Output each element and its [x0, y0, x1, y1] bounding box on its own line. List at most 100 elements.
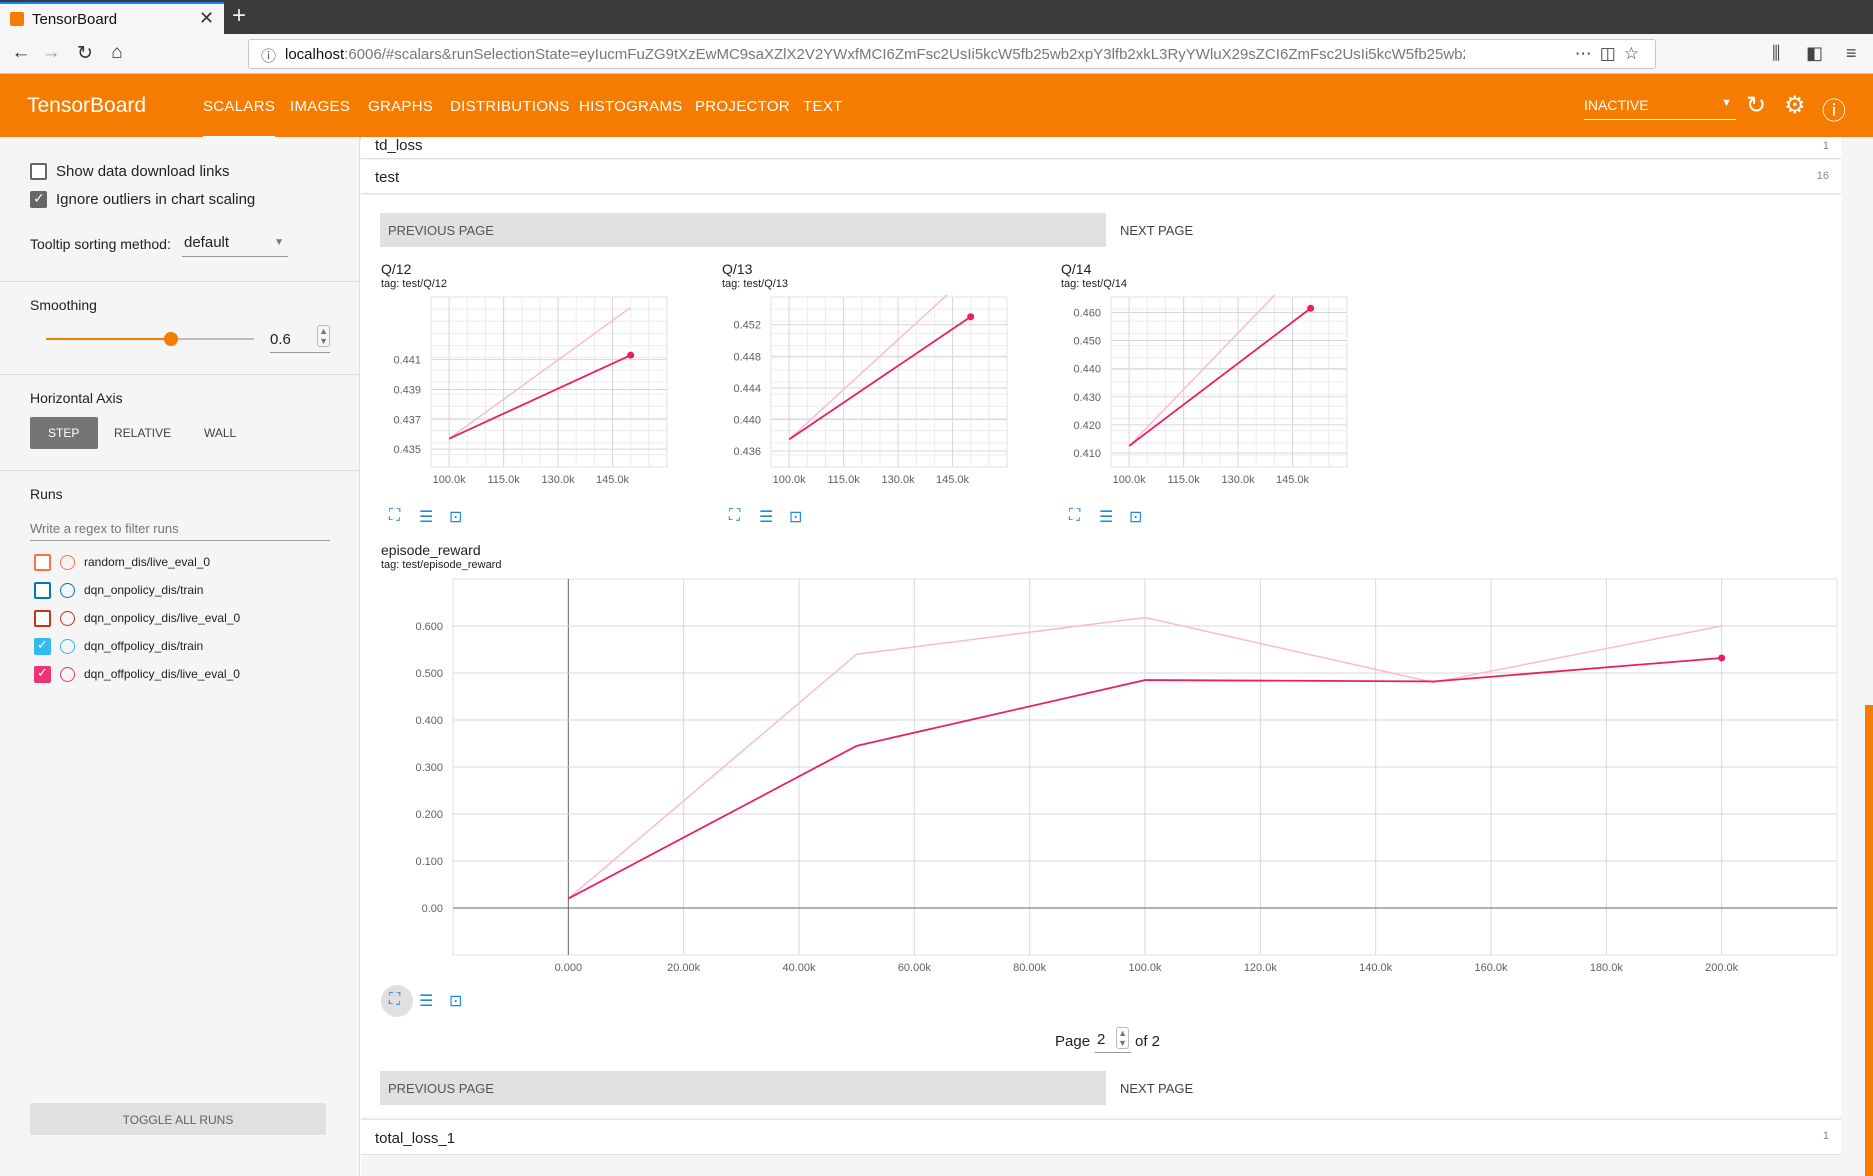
smoothing-slider-knob[interactable] — [163, 332, 178, 346]
bookmark-star-icon[interactable]: ☆ — [1623, 44, 1647, 63]
scrollbar-thumb[interactable] — [1865, 705, 1873, 1176]
toggle-log-scale-icon[interactable]: ☰ — [419, 993, 434, 1010]
next-page-button[interactable]: NEXT PAGE — [1120, 1081, 1194, 1096]
category-td-loss[interactable]: td_loss 1 — [361, 137, 1841, 159]
x-tick-label: 130.0k — [882, 474, 916, 486]
x-tick-label: 20.00k — [667, 962, 701, 974]
browser-tab[interactable]: TensorBoard ✕ — [0, 2, 224, 34]
fit-domain-icon[interactable]: ⊡ — [789, 509, 803, 526]
toggle-log-scale-icon[interactable]: ☰ — [759, 509, 774, 526]
fit-domain-icon[interactable]: ⊡ — [449, 993, 463, 1010]
menu-icon[interactable]: ≡ — [1846, 43, 1857, 63]
category-count: 1 — [1822, 140, 1829, 152]
expand-chart-icon[interactable]: ⛶ — [389, 507, 401, 524]
tab-distributions[interactable]: DISTRIBUTIONS — [450, 98, 570, 115]
page-actions-icon[interactable]: ⋯ — [1574, 44, 1600, 63]
axis-step-button[interactable]: STEP — [30, 417, 98, 449]
stepper-icon[interactable]: ▲ ▼ — [1116, 1027, 1129, 1049]
y-tick-label: 0.400 — [415, 715, 443, 727]
run-checkbox[interactable] — [34, 665, 51, 683]
help-icon[interactable]: ⓘ — [1822, 98, 1846, 125]
sidebar-toggle-icon[interactable]: ◧ — [1806, 43, 1824, 63]
axis-relative-button[interactable]: RELATIVE — [114, 426, 172, 440]
main-content: td_loss 1 test 16 PREVIOUS PAGE NEXT PAG… — [361, 137, 1873, 1176]
axis-wall-button[interactable]: WALL — [204, 426, 237, 440]
inactive-dashboards-dropdown[interactable]: INACTIVE ▼ — [1584, 94, 1736, 120]
show-download-links-label: Show data download links — [56, 163, 230, 180]
expand-chart-icon: ⛶ — [389, 991, 401, 1008]
series-last-point — [1307, 304, 1315, 312]
toggle-log-scale-icon[interactable]: ☰ — [419, 509, 434, 526]
fit-domain-icon[interactable]: ⊡ — [1129, 509, 1143, 526]
run-color-icon — [60, 583, 75, 598]
run-checkbox[interactable] — [34, 582, 51, 599]
settings-gear-icon[interactable]: ⚙ — [1784, 92, 1806, 119]
chart-q13[interactable]: 100.0k 115.0k 130.0k 145.0k 0.452 0.448 0.444 0… — [711, 295, 1011, 505]
show-download-links-checkbox[interactable] — [30, 163, 47, 180]
y-tick-label: 0.410 — [1073, 448, 1101, 460]
forward-icon[interactable]: → — [41, 42, 61, 63]
runs-filter-input[interactable]: Write a regex to filter runs — [30, 517, 330, 541]
run-checkbox[interactable] — [34, 554, 51, 571]
run-checkbox[interactable] — [34, 637, 51, 655]
run-color-icon — [60, 639, 75, 654]
toggle-log-scale-icon[interactable]: ☰ — [1099, 509, 1114, 526]
refresh-icon[interactable]: ↻ — [1746, 92, 1767, 119]
smoothing-slider[interactable] — [46, 332, 254, 346]
reload-icon[interactable]: ↻ — [77, 43, 93, 64]
new-tab-icon[interactable]: + — [232, 2, 247, 29]
ignore-outliers-checkbox[interactable] — [30, 190, 47, 208]
expand-chart-button[interactable]: ⛶ — [381, 985, 413, 1017]
x-tick-label: 145.0k — [1276, 474, 1310, 486]
url-path: :6006/#scalars&runSelectionState=eyIucmF… — [344, 46, 1465, 63]
toggle-all-runs-button[interactable]: TOGGLE ALL RUNS — [30, 1103, 326, 1135]
tab-histograms[interactable]: HISTOGRAMS — [579, 98, 683, 115]
tab-scalars[interactable]: SCALARS — [203, 98, 276, 138]
series-last-point — [627, 351, 635, 359]
tooltip-sorting-select[interactable]: default ▼ — [182, 231, 288, 257]
x-tick-label: 60.00k — [898, 962, 932, 974]
category-total-loss-1[interactable]: total_loss_1 1 — [361, 1119, 1841, 1155]
library-icon[interactable]: ⫼ — [1772, 43, 1781, 63]
series-raw-line — [567, 616, 1722, 900]
category-test[interactable]: test 16 — [361, 160, 1841, 194]
divider — [0, 374, 360, 375]
fit-domain-icon[interactable]: ⊡ — [449, 509, 463, 526]
x-tick-label: 100.0k — [773, 474, 807, 486]
run-label: random_dis/live_eval_0 — [84, 555, 211, 569]
smoothing-value: 0.6 — [270, 331, 291, 348]
tab-text[interactable]: TEXT — [803, 98, 843, 115]
home-icon[interactable]: ⌂ — [111, 42, 123, 63]
page-number-input[interactable]: 2 ▲ ▼ — [1095, 1027, 1131, 1053]
url-text[interactable]: localhost:6006/#scalars&runSelectionStat… — [285, 46, 1465, 63]
back-icon[interactable]: ← — [11, 42, 31, 63]
x-tick-label: 80.00k — [1013, 962, 1047, 974]
tooltip-sorting-value: default — [184, 234, 230, 251]
close-tab-icon[interactable]: ✕ — [199, 8, 215, 28]
tab-graphs[interactable]: GRAPHS — [368, 98, 434, 115]
chart-tag: tag: test/episode_reward — [381, 559, 502, 571]
y-tick-label: 0.435 — [393, 444, 421, 456]
chart-episode-reward[interactable]: 0.000 20.00k 40.00k 60.00k 80.00k 100.0k 120.0… — [361, 575, 1841, 985]
expand-chart-icon[interactable]: ⛶ — [1069, 507, 1081, 524]
tensorboard-favicon-icon — [10, 12, 24, 26]
chart-q14[interactable]: 100.0k 115.0k 130.0k 145.0k 0.460 0.450 0.440 0… — [1051, 295, 1351, 505]
stepper-icon[interactable]: ▲ ▼ — [317, 325, 330, 347]
chart-q12[interactable]: 100.0k 115.0k 130.0k 145.0k 0.441 0.439 0.437 0… — [371, 295, 671, 505]
x-tick-label: 100.0k — [1128, 962, 1162, 974]
x-tick-label: 100.0k — [433, 474, 467, 486]
expand-chart-icon[interactable]: ⛶ — [729, 507, 741, 524]
previous-page-button[interactable]: PREVIOUS PAGE — [380, 213, 1106, 247]
tab-images[interactable]: IMAGES — [290, 98, 351, 115]
x-tick-label: 130.0k — [542, 474, 576, 486]
smoothing-input[interactable]: 0.6 ▲ ▼ — [270, 325, 330, 353]
next-page-button[interactable]: NEXT PAGE — [1120, 223, 1194, 238]
url-bar[interactable]: ⓘ localhost:6006/#scalars&runSelectionSt… — [248, 39, 1656, 69]
divider — [0, 470, 360, 471]
x-tick-label: 40.00k — [782, 962, 816, 974]
tab-projector[interactable]: PROJECTOR — [695, 98, 790, 115]
run-checkbox[interactable] — [34, 610, 51, 627]
previous-page-button[interactable]: PREVIOUS PAGE — [380, 1071, 1106, 1105]
site-info-icon[interactable]: ⓘ — [261, 48, 277, 65]
pocket-icon[interactable]: ◫ — [1599, 44, 1624, 63]
